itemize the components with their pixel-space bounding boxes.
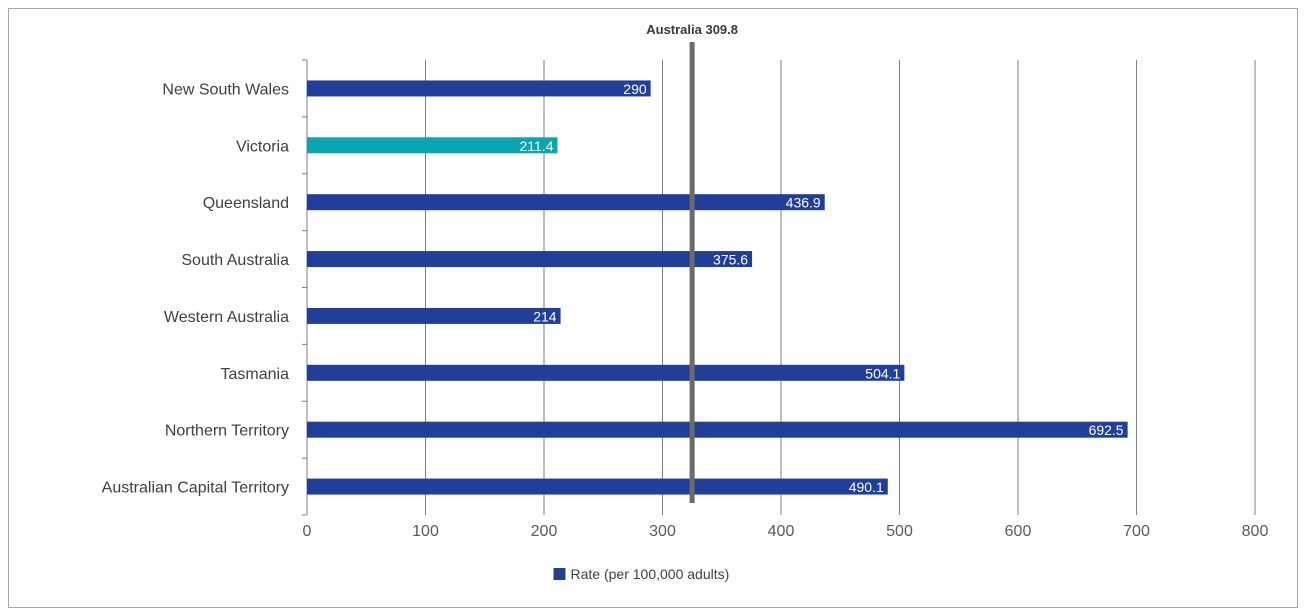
bar-northern-territory <box>307 421 1128 438</box>
category-label: Queensland <box>203 195 289 212</box>
category-label: New South Wales <box>162 81 289 98</box>
category-label: Northern Territory <box>165 423 289 440</box>
bar-queensland <box>307 194 825 211</box>
bar-western-australia <box>307 307 561 324</box>
x-tick-label: 400 <box>768 523 795 540</box>
labels: 0 100 200 300 400 500 600 700 800 New South Wales… <box>102 22 1269 540</box>
value-label: 436.9 <box>786 195 821 211</box>
legend-label: Rate (per 100,000 adults) <box>571 566 730 582</box>
value-label: 692.5 <box>1089 422 1124 438</box>
value-label: 214 <box>533 308 557 324</box>
bars <box>307 80 1128 495</box>
category-label: Australian Capital Territory <box>102 480 289 497</box>
x-tick-label: 600 <box>1005 523 1032 540</box>
category-label: South Australia <box>181 252 289 269</box>
category-label: Tasmania <box>221 366 290 383</box>
bar-tasmania <box>307 364 905 381</box>
value-label: 490.1 <box>849 479 884 495</box>
value-label: 504.1 <box>865 365 900 381</box>
legend-swatch <box>553 568 566 580</box>
bar-australian-capital-territory <box>307 478 888 495</box>
reference-line-label: Australia 309.8 <box>646 22 738 37</box>
value-label: 375.6 <box>713 252 748 268</box>
category-label: Western Australia <box>164 309 289 326</box>
legend: Rate (per 100,000 adults) <box>553 566 730 582</box>
x-tick-label: 300 <box>649 523 676 540</box>
x-tick-label: 200 <box>531 523 558 540</box>
gridlines <box>302 59 1256 516</box>
category-label: Victoria <box>236 138 289 155</box>
value-label: 211.4 <box>520 138 554 154</box>
value-label: 290 <box>623 81 647 97</box>
x-tick-label: 700 <box>1123 523 1150 540</box>
x-tick-label: 800 <box>1242 523 1269 540</box>
x-tick-label: 500 <box>886 523 913 540</box>
x-tick-label: 100 <box>412 523 439 540</box>
x-tick-label: 0 <box>303 523 312 540</box>
bar-new-south-wales <box>307 80 651 97</box>
bar-victoria <box>307 137 558 154</box>
bar-south-australia <box>307 251 753 268</box>
bar-chart: 0 100 200 300 400 500 600 700 800 New South Wales… <box>102 22 1269 582</box>
